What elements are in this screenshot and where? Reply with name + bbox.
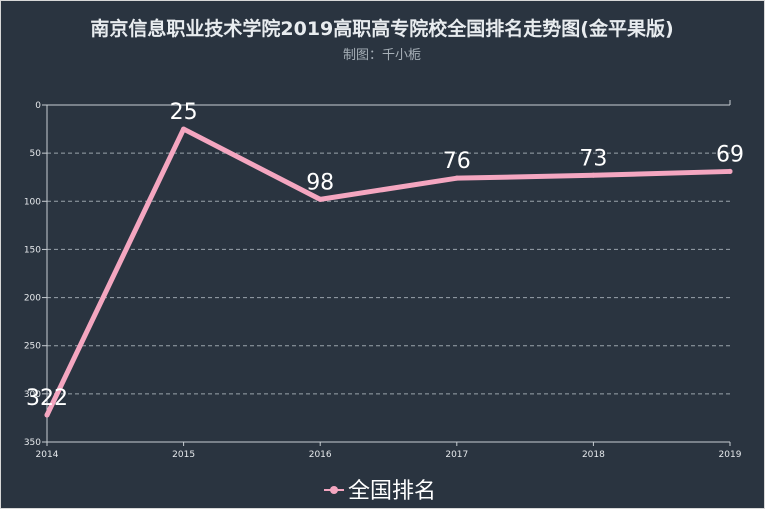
- y-tick-label: 250: [24, 342, 41, 352]
- x-tick-label: 2019: [719, 450, 742, 460]
- data-label: 25: [170, 100, 198, 125]
- y-tick-label: 150: [24, 245, 41, 255]
- data-label: 69: [716, 142, 744, 167]
- chart-subtitle: 制图：千小栀: [343, 48, 421, 63]
- axes: [42, 100, 731, 446]
- y-tick-label: 300: [24, 390, 41, 400]
- tick-labels: 0 50 100 150 200 250 300 350 2014 2015 2016 2017 201…: [24, 101, 742, 460]
- data-point[interactable]: [181, 126, 187, 132]
- data-point[interactable]: [317, 196, 323, 202]
- y-tick-label: 200: [24, 294, 41, 304]
- x-tick-label: 2016: [309, 450, 332, 460]
- data-point[interactable]: [727, 168, 733, 174]
- data-label: 322: [26, 386, 68, 411]
- y-tick-label: 50: [30, 149, 42, 159]
- series-line-group: [44, 126, 733, 418]
- x-tick-label: 2015: [172, 450, 195, 460]
- x-tick-label: 2017: [445, 450, 468, 460]
- data-point[interactable]: [590, 172, 596, 178]
- y-tick-label: 100: [24, 197, 41, 207]
- x-tick-label: 2014: [36, 450, 59, 460]
- data-label: 98: [306, 170, 334, 195]
- legend-label: 全国排名: [348, 479, 436, 504]
- data-point[interactable]: [44, 412, 50, 418]
- legend[interactable]: 全国排名: [324, 479, 436, 504]
- series-line: [44, 126, 733, 418]
- data-label: 73: [579, 146, 607, 171]
- chart-title: 南京信息职业技术学院2019高职高专院校全国排名走势图(金平果版): [90, 17, 673, 40]
- y-tick-label: 350: [24, 438, 41, 448]
- legend-marker-dot: [330, 486, 338, 494]
- x-tick-label: 2018: [582, 450, 605, 460]
- data-label: 76: [443, 149, 471, 174]
- y-tick-label: 0: [35, 101, 41, 111]
- data-labels: 322 25 98 76 73 69: [26, 100, 744, 411]
- data-point[interactable]: [454, 175, 460, 181]
